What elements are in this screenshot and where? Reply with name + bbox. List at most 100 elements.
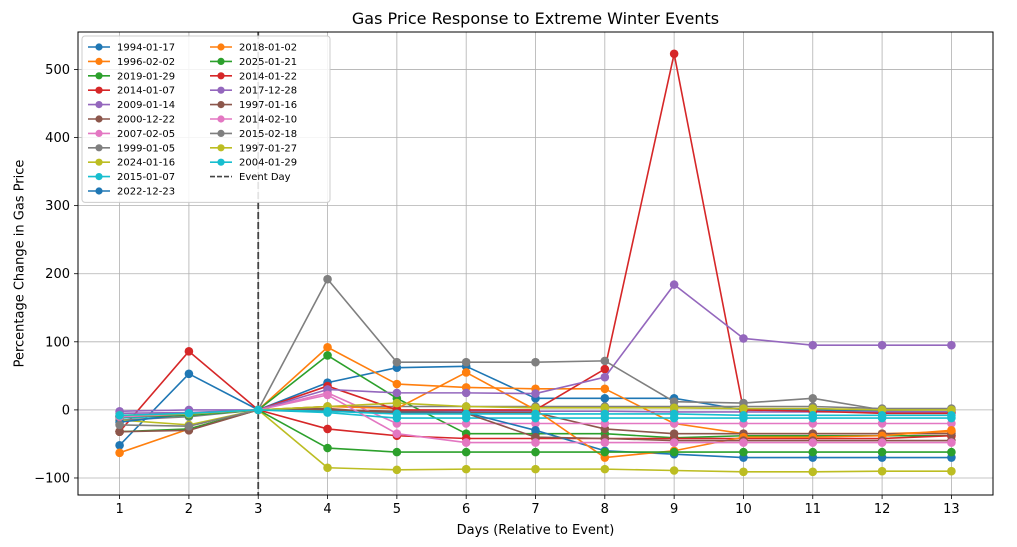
data-point: [115, 411, 124, 420]
legend-marker: [217, 43, 225, 51]
legend-item: 2019-01-29: [88, 71, 175, 82]
legend-label: 2015-01-07: [117, 172, 175, 183]
legend-item: 1999-01-05: [88, 143, 175, 154]
legend-item: 1996-02-02: [88, 57, 175, 68]
data-point: [947, 466, 956, 476]
legend-item: 2014-02-10: [210, 115, 297, 126]
y-tick-label: −100: [34, 471, 70, 486]
data-point: [808, 404, 818, 413]
data-point: [669, 409, 679, 419]
data-point: [877, 438, 887, 447]
data-point: [323, 424, 332, 434]
data-point: [947, 426, 956, 435]
legend-item: 2017-12-28: [210, 86, 297, 97]
data-point: [600, 356, 610, 366]
legend-item: 1997-01-27: [210, 143, 297, 154]
data-point: [600, 372, 610, 382]
data-point: [947, 438, 956, 447]
legend-label: 2025-01-21: [239, 57, 297, 68]
legend-label: 2018-01-02: [239, 43, 297, 54]
x-tick-label: 8: [601, 502, 609, 517]
data-point: [184, 347, 194, 356]
legend-item: 2025-01-21: [210, 57, 297, 68]
x-tick-label: 13: [943, 502, 960, 517]
data-point: [739, 467, 748, 477]
data-point: [184, 369, 194, 379]
legend-marker: [95, 158, 103, 166]
legend-label: 2014-01-22: [239, 71, 297, 82]
legend-marker: [95, 57, 103, 65]
data-point: [392, 357, 402, 367]
legend-marker: [95, 129, 103, 137]
legend-item: 2007-02-05: [88, 129, 175, 140]
data-point: [877, 466, 887, 476]
data-point: [461, 388, 471, 398]
data-point: [323, 274, 332, 284]
data-point: [600, 447, 610, 457]
data-point: [115, 420, 124, 430]
data-point: [115, 440, 124, 450]
legend-marker: [217, 72, 225, 80]
data-point: [669, 403, 679, 413]
legend-marker: [95, 173, 103, 181]
y-tick-label: 400: [45, 131, 70, 146]
y-axis-label: Percentage Change in Gas Price: [13, 160, 28, 368]
x-tick-label: 9: [670, 502, 678, 517]
legend-marker: [95, 86, 103, 94]
data-point: [600, 384, 610, 394]
data-point: [808, 447, 818, 457]
legend-item: 2009-01-14: [88, 100, 175, 111]
data-point: [600, 403, 610, 413]
data-point: [115, 427, 124, 436]
data-point: [392, 409, 402, 419]
legend-item: 1994-01-17: [88, 43, 175, 54]
legend-item: 2018-01-02: [210, 43, 297, 54]
data-point: [115, 448, 124, 458]
data-point: [947, 447, 956, 457]
chart-title: Gas Price Response to Extreme Winter Eve…: [352, 9, 719, 28]
x-tick-label: 10: [735, 502, 752, 517]
legend-marker: [95, 115, 103, 123]
y-tick-label: 300: [45, 199, 70, 214]
legend-item: Event Day: [210, 172, 291, 183]
data-point: [877, 411, 887, 420]
legend-item: 2000-12-22: [88, 115, 175, 126]
data-point: [323, 390, 332, 400]
legend-label: 2019-01-29: [117, 71, 175, 82]
legend-label: 1997-01-16: [239, 100, 297, 111]
legend-label: 2000-12-22: [117, 115, 175, 126]
x-tick-label: 4: [323, 502, 331, 517]
x-tick-label: 12: [874, 502, 891, 517]
x-tick-label: 5: [393, 502, 401, 517]
data-point: [531, 409, 540, 419]
legend-marker: [217, 115, 225, 123]
legend-box: [81, 35, 331, 203]
legend-label: 2004-01-29: [239, 158, 297, 169]
legend-marker: [217, 129, 225, 137]
legend-item: 2024-01-16: [88, 158, 175, 169]
data-point: [669, 397, 679, 407]
data-point: [739, 334, 748, 343]
legend-label: 2014-01-07: [117, 86, 175, 97]
legend-marker: [95, 101, 103, 109]
legend-marker: [217, 158, 225, 166]
data-point: [600, 409, 610, 419]
data-point: [392, 447, 402, 457]
x-tick-label: 7: [531, 502, 539, 517]
data-point: [739, 404, 748, 413]
data-point: [669, 429, 679, 439]
data-point: [323, 443, 332, 453]
data-point: [877, 447, 887, 457]
data-point: [461, 357, 471, 367]
x-tick-label: 3: [254, 502, 262, 517]
data-point: [392, 465, 402, 475]
legend-label: 2014-02-10: [239, 115, 297, 126]
legend-label: 2024-01-16: [117, 158, 175, 169]
legend-label: 1999-01-05: [117, 143, 175, 154]
data-point: [808, 340, 818, 350]
x-tick-label: 1: [115, 502, 123, 517]
legend-marker: [95, 72, 103, 80]
legend-label: 2022-12-23: [117, 187, 175, 198]
legend-label: 2007-02-05: [117, 129, 175, 140]
data-point: [947, 340, 956, 350]
